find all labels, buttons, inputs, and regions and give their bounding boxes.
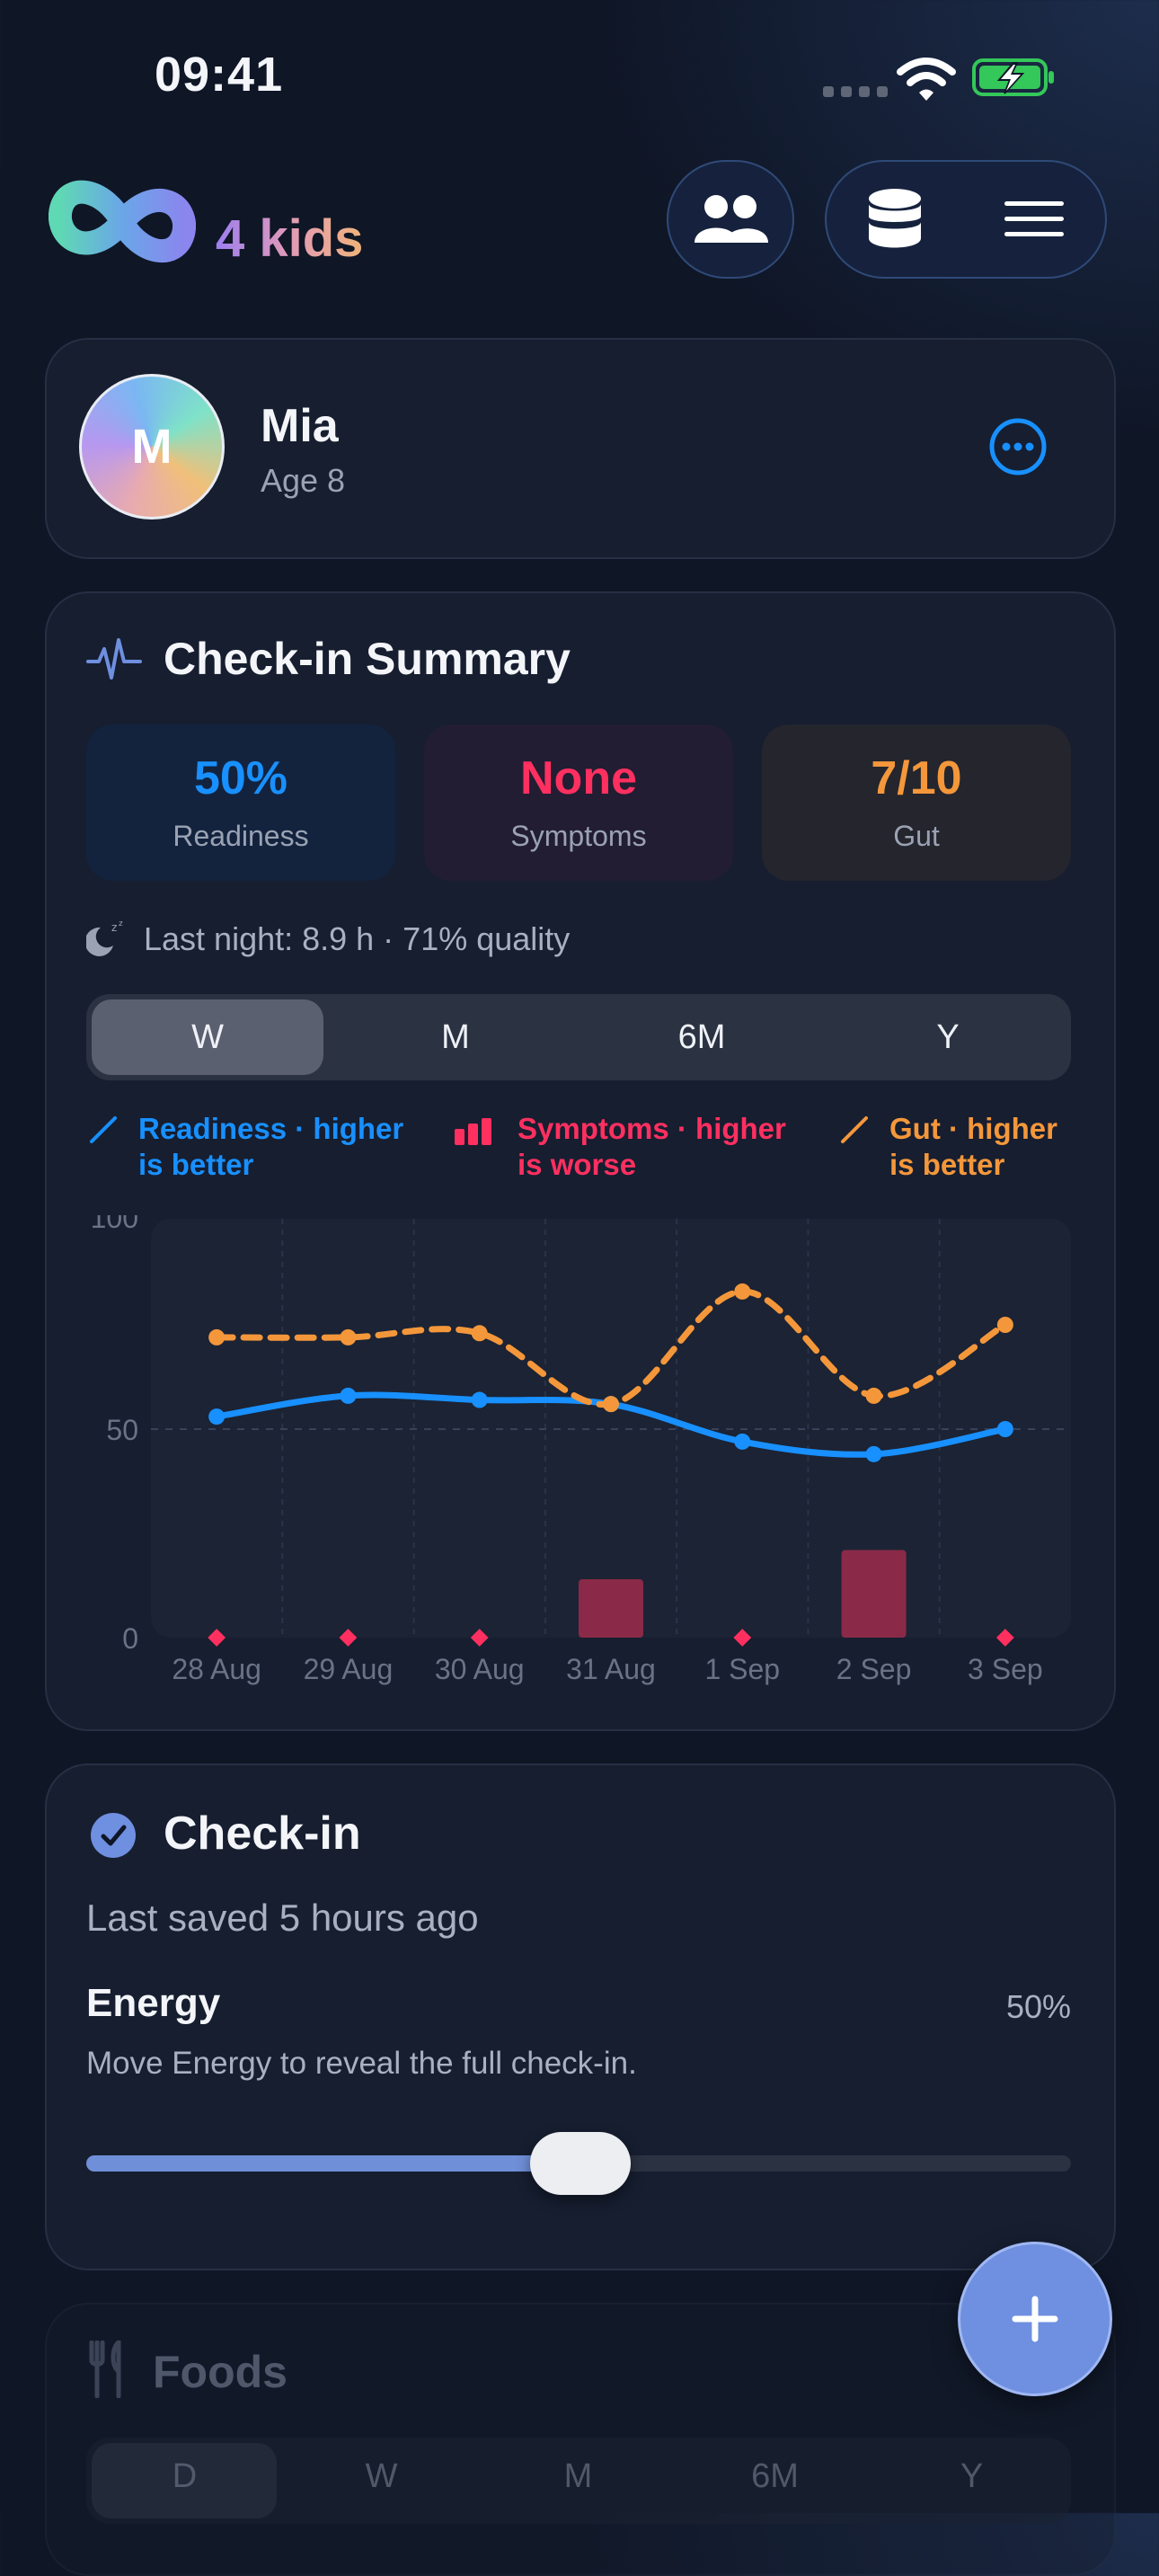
- x-tick-label: 1 Sep: [704, 1653, 780, 1685]
- foods-range-tab-y[interactable]: Y: [960, 2457, 984, 2495]
- y-tick-label: 50: [106, 1414, 138, 1446]
- energy-hint: Move Energy to reveal the full check-in.: [86, 2046, 637, 2081]
- symptoms-zero-marker: [733, 1629, 752, 1647]
- kid-count-label: 4 kids: [216, 209, 364, 268]
- range-tab-m[interactable]: M: [441, 1018, 470, 1056]
- y-tick-label-clipped: 100: [91, 1215, 138, 1234]
- symptoms-zero-marker: [995, 1629, 1014, 1647]
- sleep-moon-icon: z z: [86, 919, 123, 956]
- symptoms-legend-icon: [455, 1118, 491, 1145]
- summary-title: Check-in Summary: [164, 634, 571, 684]
- header-action-group: [825, 160, 1107, 279]
- readiness-legend-icon: [90, 1116, 117, 1143]
- foods-range-tab-w[interactable]: W: [365, 2457, 398, 2495]
- foods-title: Foods: [153, 2347, 288, 2397]
- avatar: M: [79, 374, 225, 520]
- energy-value: 50%: [1005, 1988, 1071, 2025]
- gut-point: [734, 1283, 751, 1300]
- gut-point: [340, 1328, 357, 1346]
- gut-point: [996, 1317, 1013, 1333]
- range-tab-w[interactable]: W: [191, 1018, 224, 1056]
- x-tick-label: 29 Aug: [304, 1653, 394, 1685]
- foods-range-selected-indicator: [92, 2443, 277, 2518]
- x-tick-label: 2 Sep: [836, 1653, 912, 1685]
- range-tab-y[interactable]: Y: [936, 1018, 960, 1056]
- symptoms-zero-marker: [339, 1629, 358, 1647]
- readiness-point: [996, 1421, 1013, 1437]
- svg-text:z: z: [111, 921, 117, 934]
- more-options-icon[interactable]: [988, 417, 1048, 476]
- symptoms-zero-marker: [208, 1629, 226, 1647]
- x-tick-label: 30 Aug: [435, 1653, 525, 1685]
- last-saved-text: Last saved 5 hours ago: [86, 1896, 479, 1939]
- energy-slider-thumb[interactable]: [530, 2132, 631, 2195]
- foods-range-tab-d[interactable]: D: [172, 2457, 198, 2495]
- sleep-summary: Last night: 8.9 h · 71% quality: [144, 920, 571, 957]
- profile-name: Mia: [261, 400, 339, 452]
- checkmark-circle-icon: [91, 1813, 136, 1858]
- gut-point: [603, 1396, 619, 1413]
- family-button[interactable]: [667, 160, 794, 279]
- symptoms-stat: None Symptoms: [424, 724, 733, 881]
- cellular-signal-icon: [823, 86, 888, 97]
- readiness-point: [471, 1391, 488, 1408]
- y-tick-label: 0: [122, 1622, 138, 1655]
- gut-stat: 7/10 Gut: [762, 724, 1071, 881]
- people-icon: [695, 195, 768, 243]
- readiness-value: 50%: [193, 752, 288, 804]
- symptoms-label: Symptoms: [510, 820, 647, 852]
- readiness-point: [734, 1433, 751, 1450]
- symptoms-bar: [579, 1579, 643, 1638]
- foods-range-tab-m[interactable]: M: [563, 2457, 593, 2495]
- add-button[interactable]: [958, 2242, 1112, 2396]
- pulse-icon: [86, 638, 142, 680]
- readiness-point: [208, 1408, 226, 1426]
- status-time: 09:41: [155, 48, 284, 102]
- profile-age: Age 8: [261, 462, 346, 499]
- checkin-title: Check-in: [164, 1808, 361, 1860]
- readiness-label: Readiness: [173, 820, 309, 852]
- readiness-stat: 50% Readiness: [86, 724, 395, 881]
- hamburger-menu-icon[interactable]: [1003, 200, 1066, 239]
- legend-readiness: Readiness · higher is better: [138, 1112, 404, 1181]
- fork-knife-icon: [89, 2341, 121, 2398]
- avatar-initial: M: [131, 420, 173, 474]
- svg-text:z: z: [119, 919, 123, 928]
- gut-value: 7/10: [871, 752, 962, 804]
- readiness-point: [865, 1445, 882, 1462]
- symptoms-zero-marker: [470, 1629, 489, 1647]
- gut-legend-icon: [841, 1116, 868, 1143]
- infinity-logo-icon: [49, 180, 196, 263]
- legend-gut: Gut · higher is better: [889, 1112, 1057, 1181]
- gut-label: Gut: [893, 820, 940, 852]
- plus-icon: [1012, 2296, 1058, 2342]
- x-tick-label: 28 Aug: [172, 1653, 261, 1685]
- energy-label: Energy: [86, 1981, 221, 2025]
- battery-charging-icon: [972, 58, 1054, 96]
- gut-point: [471, 1325, 488, 1342]
- foods-range-tab-6m[interactable]: 6M: [751, 2457, 799, 2495]
- x-tick-label: 31 Aug: [566, 1653, 656, 1685]
- symptoms-bar: [841, 1550, 907, 1638]
- gut-point: [208, 1328, 226, 1346]
- legend-symptoms: Symptoms · higher is worse: [518, 1112, 786, 1181]
- x-tick-label: 3 Sep: [968, 1653, 1043, 1685]
- wifi-icon: [897, 58, 956, 101]
- energy-slider-fill: [86, 2155, 579, 2172]
- range-tab-6m[interactable]: 6M: [677, 1018, 726, 1056]
- range-selected-indicator: [92, 999, 323, 1075]
- database-icon[interactable]: [867, 188, 923, 251]
- readiness-point: [340, 1387, 357, 1404]
- checkin-trend-chart: 50 0 100 28 Aug 29 Aug 30 Aug 31 Aug 1 Sep 2 Sep…: [91, 1215, 1071, 1685]
- gut-point: [865, 1387, 882, 1404]
- symptoms-value: None: [520, 752, 637, 804]
